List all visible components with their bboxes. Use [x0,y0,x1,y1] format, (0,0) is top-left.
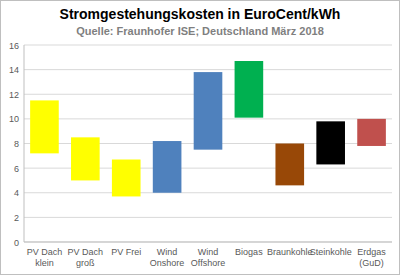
frame [1,1,400,275]
title: Stromgestehungskosten in EuroCent/kWh [60,6,341,22]
bar [153,141,182,193]
bar [112,160,141,197]
y-tick-label: 8 [14,139,19,149]
x-tick-label: PV Frei [111,247,141,257]
label-line: PV Frei [111,247,141,257]
grid-line [24,192,392,193]
x-tick-label: PV Dachgroß [68,247,104,268]
grid-line [24,217,392,218]
x-tick-label: PV Dachklein [27,247,63,268]
label-line: klein [35,258,54,268]
bar [30,100,59,153]
label-line: (GuD) [359,258,384,268]
subtitle: Quelle: Fraunhofer ISE; Deutschland März… [76,25,324,37]
y-tick-label: 4 [14,188,19,198]
x-tick-label: WindOffshore [191,247,225,268]
y-tick-label: 0 [14,238,19,248]
label-line: Erdgas [357,247,386,257]
label-line: Onshore [150,258,185,268]
y-tick-label: 14 [9,65,19,75]
chart: Stromgestehungskosten in EuroCent/kWh Que… [0,0,400,275]
bar [275,144,304,186]
bars [30,61,386,196]
label-line: groß [76,258,95,268]
label-line: Offshore [191,258,225,268]
grid-line [24,242,392,243]
label-line: PV Dach [27,247,63,257]
y-tick-label: 6 [14,164,19,174]
x-tick-label: Braunkohle [267,247,313,257]
bar [357,119,386,146]
label-line: Braunkohle [267,247,313,257]
bar [71,137,100,180]
bar [316,121,345,164]
y-tick-label: 16 [9,41,19,51]
x-tick-label: Biogas [235,247,263,257]
grid-line [24,69,392,70]
y-tick-label: 2 [14,213,19,223]
y-axis [24,45,25,242]
grid-line [24,45,392,46]
label-line: Wind [157,247,178,257]
y-tick-label: 10 [9,114,19,124]
label-line: Steinkohle [310,247,352,257]
bar [235,61,264,118]
bar [194,72,223,150]
y-tick-label: 12 [9,90,19,100]
x-axis [24,242,392,243]
label-line: Biogas [235,247,263,257]
label-line: Wind [198,247,219,257]
x-tick-label: Steinkohle [310,247,352,257]
label-line: PV Dach [68,247,104,257]
x-tick-label: WindOnshore [150,247,185,268]
x-tick-label: Erdgas(GuD) [357,247,386,268]
